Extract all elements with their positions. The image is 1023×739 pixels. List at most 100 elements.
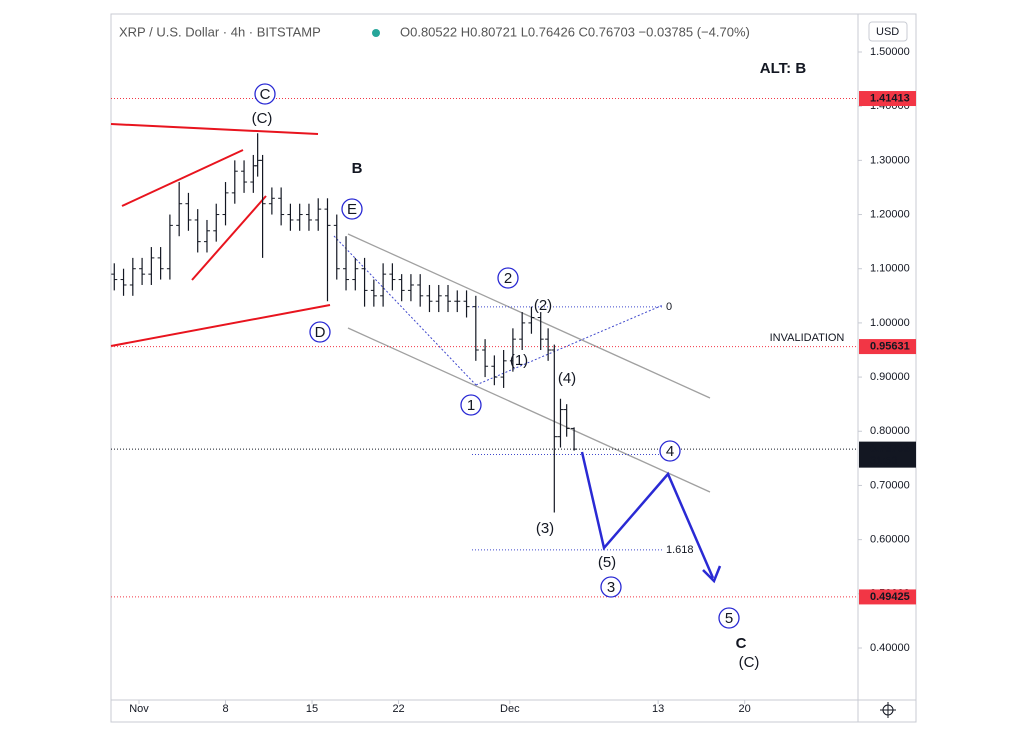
wave-circle bbox=[460, 394, 482, 416]
trend-line bbox=[191, 195, 267, 281]
ohlc-bar bbox=[185, 192, 192, 231]
price-label: 0.49425 bbox=[870, 591, 910, 603]
x-tick-label: 8 bbox=[222, 703, 228, 715]
wave-label: 1 bbox=[467, 397, 475, 414]
chart-frame bbox=[110, 13, 917, 723]
x-tick-label: Nov bbox=[129, 703, 149, 715]
wave-circle bbox=[659, 440, 681, 462]
chart-title: XRP / U.S. Dollar · 4h · BITSTAMP bbox=[119, 24, 321, 39]
y-tick-label: 1.30000 bbox=[870, 154, 910, 166]
ohlc-bar bbox=[571, 427, 578, 451]
bar-countdown: 31:53 bbox=[870, 455, 898, 467]
ohlc-bar bbox=[241, 160, 248, 193]
ohlc-bar bbox=[315, 198, 322, 231]
ohlc-bar bbox=[482, 339, 489, 378]
wave-label: D bbox=[315, 324, 326, 341]
ohlc-bar bbox=[166, 214, 173, 280]
drawings bbox=[110, 123, 722, 584]
wave-label: E bbox=[347, 201, 357, 218]
fib-base bbox=[475, 304, 664, 386]
wave-label: (3) bbox=[536, 520, 554, 537]
ohlc-bar bbox=[407, 274, 414, 302]
currency-button[interactable] bbox=[868, 21, 908, 42]
y-tick-label: 0.40000 bbox=[870, 642, 910, 654]
settings-icon[interactable] bbox=[880, 702, 896, 718]
y-tick-label: 0.90000 bbox=[870, 371, 910, 383]
price-label: 0.95631 bbox=[870, 340, 910, 352]
ohlc-bar bbox=[343, 236, 350, 291]
ohlc-bar bbox=[278, 187, 285, 226]
ohlc-bar bbox=[139, 257, 146, 285]
price-label-box bbox=[859, 339, 916, 355]
ohlc-bar bbox=[519, 312, 526, 350]
ohlc-readout: O0.80522 H0.80721 L0.76426 C0.76703 −0.0… bbox=[400, 24, 750, 39]
y-tick-label: 0.60000 bbox=[870, 534, 910, 546]
ohlc-bar bbox=[361, 257, 368, 307]
ohlc-bar bbox=[157, 247, 164, 280]
wave-circle bbox=[718, 607, 740, 629]
trend-line bbox=[110, 123, 319, 135]
projection-path bbox=[580, 451, 715, 579]
wave-label: 4 bbox=[666, 443, 674, 460]
wave-label: (C) bbox=[739, 654, 760, 671]
ohlc-bar bbox=[445, 284, 452, 313]
wave-circle bbox=[254, 83, 276, 105]
ohlc-bar bbox=[287, 203, 294, 231]
ohlc-bar bbox=[380, 263, 387, 307]
wave-circle bbox=[341, 198, 363, 220]
ohlc-bar bbox=[545, 328, 552, 361]
ohlc-bar bbox=[398, 274, 405, 302]
channel-line bbox=[347, 327, 711, 493]
ohlc-bar bbox=[454, 290, 461, 313]
wave-label: C bbox=[260, 86, 271, 103]
y-tick-label: 1.10000 bbox=[870, 263, 910, 275]
wave-label: 5 bbox=[725, 610, 733, 627]
ohlc-bar bbox=[563, 404, 570, 437]
ohlc-bar bbox=[333, 214, 340, 280]
price-label: 0.76703 bbox=[870, 443, 910, 455]
wave-label: B bbox=[352, 160, 363, 177]
fib-ratio: 1.618 bbox=[666, 544, 694, 556]
wave-label: (4) bbox=[558, 370, 576, 387]
wave-label: INVALIDATION bbox=[770, 332, 845, 344]
x-tick-label: Dec bbox=[500, 703, 520, 715]
ohlc-bar bbox=[370, 279, 377, 307]
ohlc-bar bbox=[176, 182, 183, 237]
wave-circle bbox=[497, 267, 519, 289]
ohlc-bar bbox=[537, 312, 544, 350]
ohlc-bar bbox=[417, 274, 424, 307]
projection-arrowhead bbox=[702, 565, 722, 584]
ohlc-bar bbox=[129, 257, 136, 296]
ohlc-bar bbox=[213, 203, 220, 242]
currency-label[interactable]: USD bbox=[876, 26, 899, 38]
x-tick-label: 20 bbox=[739, 703, 751, 715]
wave-circle bbox=[600, 576, 622, 598]
ohlc-bar bbox=[435, 284, 442, 313]
price-label: 1.41413 bbox=[870, 92, 910, 104]
ohlc-bar bbox=[203, 219, 210, 253]
ohlc-bar bbox=[305, 203, 312, 231]
y-tick-label: 0.70000 bbox=[870, 479, 910, 491]
ohlc-bar bbox=[194, 209, 201, 253]
wave-label: (5) bbox=[598, 554, 616, 571]
fib-ratio: 0 bbox=[666, 301, 672, 313]
y-tick-label: 1.20000 bbox=[870, 208, 910, 220]
ohlc-bar bbox=[463, 290, 470, 318]
ohlc-bar bbox=[259, 154, 266, 258]
ohlc-bar bbox=[352, 257, 359, 291]
ohlc-bar bbox=[551, 344, 558, 513]
ohlc-bar bbox=[296, 203, 303, 231]
wave-label: (2) bbox=[534, 297, 552, 314]
price-label-box bbox=[859, 441, 916, 468]
ohlc-bar bbox=[148, 247, 155, 285]
y-tick-label: 1.00000 bbox=[870, 317, 910, 329]
wave-label: 2 bbox=[504, 270, 512, 287]
ohlc-bar bbox=[426, 284, 433, 313]
x-tick-label: 13 bbox=[652, 703, 664, 715]
ohlc-bar bbox=[557, 398, 564, 448]
trend-line bbox=[110, 304, 331, 347]
channel-line bbox=[347, 233, 711, 399]
wave-label: C bbox=[736, 635, 747, 652]
ohlc-bar bbox=[389, 263, 396, 291]
